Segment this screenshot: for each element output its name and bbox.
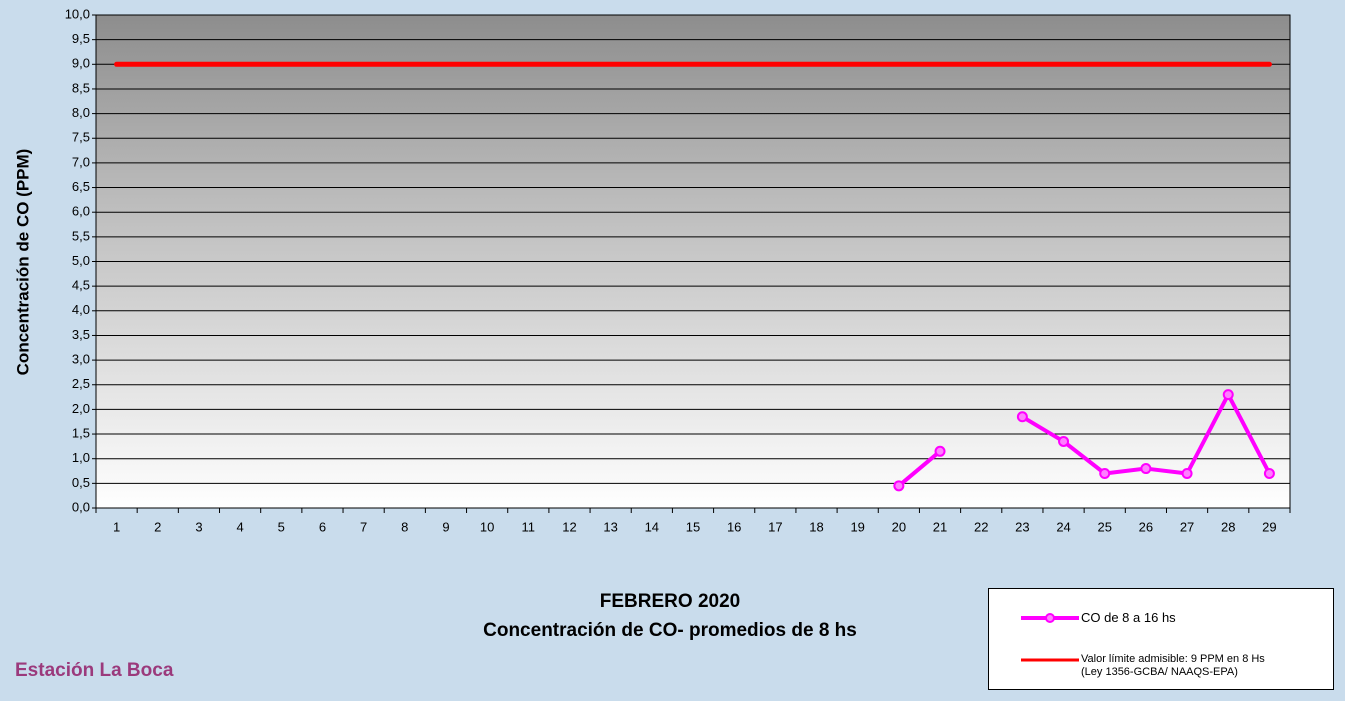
y-tick-label: 2,0 <box>72 401 90 416</box>
data-point <box>893 480 905 492</box>
legend: CO de 8 a 16 hs Valor límite admisible: 9… <box>988 588 1334 690</box>
y-tick-label: 3,5 <box>72 327 90 342</box>
y-tick-label: 7,5 <box>72 130 90 145</box>
y-tick-label: 7,0 <box>72 154 90 169</box>
y-tick-label: 8,5 <box>72 80 90 95</box>
x-tick-label: 17 <box>768 519 782 534</box>
x-tick-label: 20 <box>892 519 906 534</box>
data-point <box>1263 467 1275 479</box>
y-tick-label: 10,0 <box>65 6 90 21</box>
x-tick-label: 25 <box>1097 519 1111 534</box>
x-tick-label: 13 <box>603 519 617 534</box>
y-tick-label: 8,0 <box>72 105 90 120</box>
x-tick-label: 5 <box>278 519 285 534</box>
x-tick-label: 12 <box>562 519 576 534</box>
x-tick-label: 2 <box>154 519 161 534</box>
y-tick-label: 1,0 <box>72 450 90 465</box>
data-point <box>1222 389 1234 401</box>
series-line <box>896 449 943 488</box>
x-tick-label: 23 <box>1015 519 1029 534</box>
legend-swatch <box>1021 613 1079 623</box>
x-tick-label: 3 <box>195 519 202 534</box>
x-tick-label: 7 <box>360 519 367 534</box>
chart-title: FEBRERO 2020 <box>600 591 740 612</box>
x-tick-label: 8 <box>401 519 408 534</box>
x-tick-label: 24 <box>1056 519 1070 534</box>
data-point <box>1099 467 1111 479</box>
x-tick-label: 28 <box>1221 519 1235 534</box>
data-point <box>1181 467 1193 479</box>
x-tick-label: 15 <box>686 519 700 534</box>
x-tick-label: 29 <box>1262 519 1276 534</box>
x-tick-label: 1 <box>113 519 120 534</box>
legend-label: CO de 8 a 16 hs <box>1081 610 1176 625</box>
y-tick-label: 5,0 <box>72 253 90 268</box>
legend-entry: Valor límite admisible: 9 PPM en 8 Hs (L… <box>1019 653 1281 679</box>
station-label: Estación La Boca <box>15 660 174 681</box>
x-tick-label: 6 <box>319 519 326 534</box>
y-tick-label: 6,5 <box>72 179 90 194</box>
legend-entry: CO de 8 a 16 hs <box>1019 611 1281 625</box>
x-tick-label: 18 <box>809 519 823 534</box>
legend-marker <box>1045 613 1055 623</box>
x-tick-label: 19 <box>850 519 864 534</box>
legend-swatch <box>1021 658 1079 662</box>
y-tick-label: 4,0 <box>72 302 90 317</box>
y-tick-label: 4,5 <box>72 278 90 293</box>
x-tick-label: 11 <box>522 519 536 534</box>
x-tick-label: 27 <box>1180 519 1194 534</box>
y-tick-label: 1,5 <box>72 425 90 440</box>
x-tick-label: 9 <box>442 519 449 534</box>
data-point <box>1058 435 1070 447</box>
x-tick-label: 10 <box>480 519 494 534</box>
data-point <box>1016 411 1028 423</box>
y-tick-label: 5,5 <box>72 228 90 243</box>
x-tick-label: 16 <box>727 519 741 534</box>
y-tick-label: 0,0 <box>72 499 90 514</box>
y-tick-label: 2,5 <box>72 376 90 391</box>
x-tick-label: 21 <box>933 519 947 534</box>
data-point <box>1140 463 1152 475</box>
y-tick-label: 6,0 <box>72 204 90 219</box>
y-tick-label: 9,0 <box>72 56 90 71</box>
data-point <box>934 445 946 457</box>
legend-label: Valor límite admisible: 9 PPM en 8 Hs (L… <box>1081 653 1265 678</box>
chart-subtitle: Concentración de CO- promedios de 8 hs <box>483 620 857 641</box>
x-tick-label: 4 <box>236 519 243 534</box>
y-axis-label: Concentración de CO (PPM) <box>13 149 32 376</box>
y-tick-label: 0,5 <box>72 475 90 490</box>
y-tick-label: 3,0 <box>72 352 90 367</box>
x-tick-label: 26 <box>1139 519 1153 534</box>
x-tick-label: 14 <box>645 519 659 534</box>
y-tick-label: 9,5 <box>72 31 90 46</box>
x-tick-label: 22 <box>974 519 988 534</box>
